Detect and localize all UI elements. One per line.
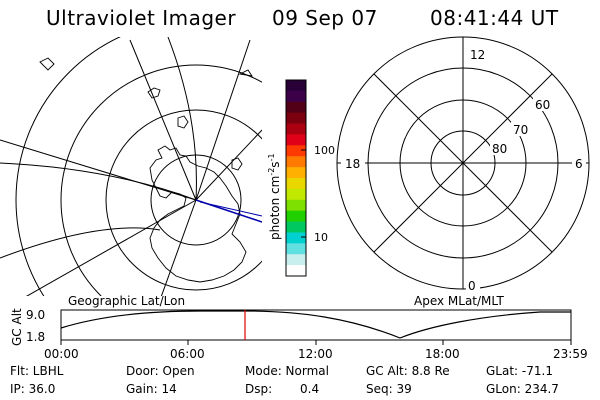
colorbar [286, 80, 306, 277]
colorbar-segment [286, 134, 306, 146]
timeline-ylabel: GC Alt [10, 308, 24, 346]
colorbar-segment [286, 243, 306, 255]
timeline-xtick: 12:00 [298, 347, 333, 361]
colorbar-segment [286, 123, 306, 135]
colorbar-tick-10: 10 [314, 231, 328, 244]
coastline [39, 57, 253, 77]
info-gcalt: GC Alt: 8.8 Re [366, 364, 450, 378]
timeline-frame [60, 309, 572, 341]
graticule-curve [0, 227, 161, 259]
info-dsp-label: Dsp: [245, 382, 273, 396]
colorbar-ticks [301, 149, 306, 238]
coastline [177, 115, 189, 129]
info-door: Door: Open [126, 364, 195, 378]
info-glat: GLat: -71.1 [486, 364, 553, 378]
coastline [231, 157, 243, 171]
colorbar-segment [286, 188, 306, 201]
colorbar-segment [286, 232, 306, 244]
colorbar-segment [286, 101, 306, 114]
colorbar-frame [285, 79, 307, 277]
graticule-curve [0, 162, 197, 201]
info-glon: GLon: 234.7 [486, 382, 559, 396]
time-label: 08:41:44 UT [430, 6, 559, 30]
info-dsp-value: 0.4 [300, 382, 320, 396]
colorbar-segment [286, 210, 306, 223]
colorbar-segment [286, 112, 306, 125]
geographic-map [0, 37, 262, 296]
colorbar-segment [286, 80, 306, 92]
colorbar-segment [286, 199, 306, 212]
timeline-xtick: 23:59 [553, 347, 588, 361]
colorbar-segment [286, 265, 306, 277]
timeline-panel [60, 309, 572, 345]
meridian-line [195, 129, 262, 201]
timeline-ytick-top: 9.0 [26, 308, 45, 322]
altitude-curve [60, 310, 571, 339]
colorbar-segment [286, 90, 306, 103]
timeline-xtick: 00:00 [44, 347, 79, 361]
colorbar-tick-100: 100 [314, 144, 335, 157]
info-flt: Flt: LBHL [10, 364, 64, 378]
info-gain: Gain: 14 [126, 382, 177, 396]
meridian-line [0, 139, 197, 201]
track-line [199, 201, 262, 217]
date-label: 09 Sep 07 [272, 6, 378, 30]
info-seq: Seq: 39 [366, 382, 412, 396]
timeline-ytick-bottom: 1.8 [26, 330, 45, 344]
instrument-title: Ultraviolet Imager [46, 6, 237, 30]
timeline-xtick: 18:00 [425, 347, 460, 361]
latitude-ring [15, 37, 121, 296]
mlt-label-0: 0 [468, 279, 476, 293]
mlt-label-6: 6 [575, 157, 583, 171]
colorbar-label: photon cm-2s-1 [267, 153, 282, 240]
info-mode: Mode: Normal [245, 364, 329, 378]
coastline [147, 87, 161, 99]
mlat-label-80: 80 [492, 142, 507, 156]
latitude-ring [60, 64, 262, 296]
coastline [149, 145, 247, 283]
graticule-curve [167, 37, 197, 201]
mlat-label-70: 70 [513, 123, 528, 137]
geographic-caption: Geographic Lat/Lon [68, 294, 186, 308]
mlt-diagonal [337, 37, 589, 289]
colorbar-segment [286, 145, 306, 157]
mlat-label-60: 60 [535, 98, 550, 112]
meridian-line [129, 39, 197, 201]
colorbar-segment [286, 167, 306, 179]
mlt-label-12: 12 [470, 48, 485, 62]
timeline-xtick: 06:00 [170, 347, 205, 361]
meridian-line [195, 39, 251, 201]
meridian-line [26, 199, 197, 296]
apex-caption: Apex MLat/MLT [414, 294, 504, 308]
latitude-ring [150, 154, 242, 246]
colorbar-segment [286, 156, 306, 168]
colorbar-segment [286, 178, 306, 190]
colorbar-segment [286, 254, 306, 266]
meridian-line [160, 199, 197, 296]
polar-plot [336, 36, 590, 290]
mlt-label-18: 18 [345, 157, 360, 171]
colorbar-segment [286, 221, 306, 233]
info-ip: IP: 36.0 [10, 382, 56, 396]
latitude-ring [105, 109, 262, 291]
